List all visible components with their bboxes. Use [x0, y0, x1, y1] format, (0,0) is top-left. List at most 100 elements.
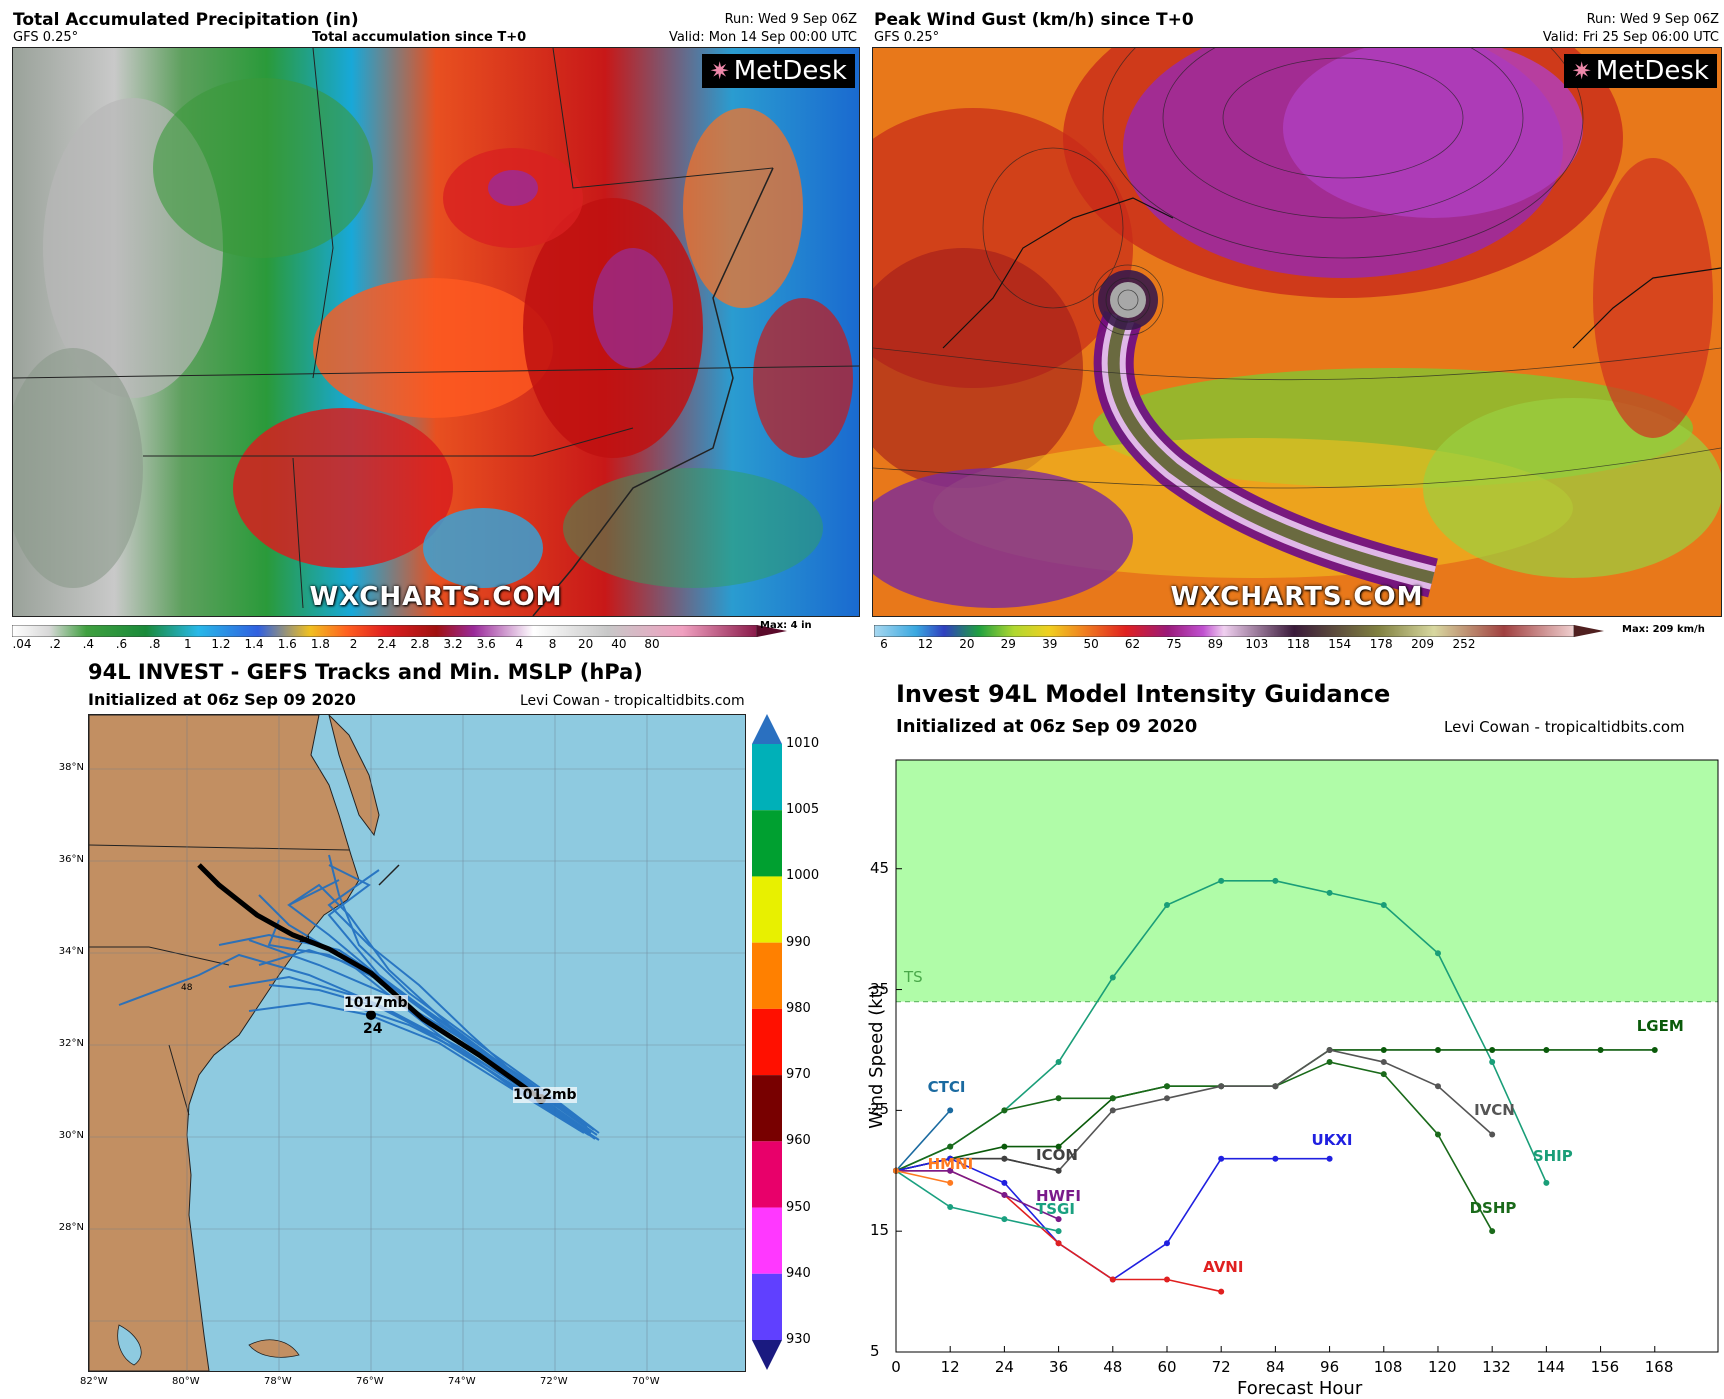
gust-colorbar-label-13: 209 — [1411, 637, 1435, 651]
series-point-ship-4 — [1109, 974, 1116, 981]
precip-subtitle: Total accumulation since T+0 — [312, 30, 527, 45]
precip-colorbar-label-15: 4 — [515, 637, 524, 651]
gust-colorbar-label-9: 103 — [1245, 637, 1269, 651]
series-point-lgem-2 — [1001, 1143, 1008, 1150]
gust-colorbar-label-8: 89 — [1207, 637, 1224, 651]
gust-field — [873, 48, 1721, 616]
precip-colorbar-label-3: .6 — [115, 637, 128, 651]
precip-colorbar-label-8: 1.6 — [277, 637, 297, 651]
gust-colorbar-label-1: 12 — [917, 637, 934, 651]
precip-colorbar-labels: .04 .2 .4 .6 .8 1 1.2 1.4 1.6 1.8 2 2.4 2.8 3.2 3.6 4 8 2… — [12, 637, 772, 653]
intensity-chart — [893, 759, 1719, 1353]
tracks-colorbar-segment-3 — [752, 942, 782, 1009]
x-tick-label-7: 84 — [1265, 1358, 1285, 1376]
series-point-avni-5 — [1163, 1276, 1170, 1283]
y-tick-label-1: 15 — [870, 1221, 890, 1240]
x-tick-label-9: 108 — [1373, 1358, 1403, 1376]
series-point-ctci-1 — [947, 1107, 954, 1114]
intensity-credit: Levi Cowan - tropicaltidbits.com — [1444, 718, 1685, 736]
tracks-colorbar-label-8: 940 — [786, 1265, 811, 1281]
series-point-hmni-1 — [947, 1179, 954, 1186]
series-point-dshp-5 — [1163, 1083, 1170, 1090]
x-tick-label-5: 60 — [1157, 1358, 1177, 1376]
lat-label-3: 32°N — [58, 1038, 84, 1049]
x-tick-label-12: 144 — [1536, 1358, 1565, 1376]
gust-colorbar-label-6: 62 — [1124, 637, 1141, 651]
lat-label-2: 34°N — [58, 946, 84, 957]
series-label-avni: AVNI — [1203, 1257, 1244, 1276]
tracks-colorbar-label-9: 930 — [786, 1332, 811, 1347]
x-tick-label-3: 36 — [1049, 1358, 1069, 1376]
series-point-avni-3 — [1055, 1240, 1062, 1247]
series-point-ship-10 — [1434, 950, 1441, 957]
plot-frame — [895, 759, 1719, 1353]
series-point-ukxi-5 — [1163, 1240, 1170, 1247]
series-point-hwfi-2 — [1001, 1191, 1008, 1198]
series-point-ship-5 — [1163, 901, 1170, 908]
series-label-hwfi: HWFI — [1036, 1186, 1081, 1205]
gust-colorbar — [873, 622, 1634, 638]
lat-label-1: 36°N — [58, 854, 84, 865]
metdesk-logo-text-2: MetDesk — [1595, 56, 1709, 86]
tracks-title: 94L INVEST - GEFS Tracks and Min. MSLP (… — [88, 660, 643, 684]
tracks-svg — [89, 715, 745, 1371]
gust-colorbar-gradient — [873, 624, 1604, 638]
series-label-ukxi: UKXI — [1311, 1131, 1353, 1150]
series-point-dshp-8 — [1326, 1059, 1333, 1066]
gust-map: ✷ MetDesk WXCHARTS.COM — [872, 47, 1722, 617]
precip-map: ✷ MetDesk WXCHARTS.COM — [12, 47, 860, 617]
gust-panel: Peak Wind Gust (km/h) since T+0 GFS 0.25… — [862, 0, 1724, 660]
series-line-tsgi — [895, 1170, 1059, 1232]
gust-colorbar-label-11: 154 — [1328, 637, 1352, 651]
tracks-colorbar-label-7: 950 — [786, 1199, 811, 1215]
series-point-icon-2 — [1001, 1155, 1008, 1162]
lon-label-2: 78°W — [264, 1376, 292, 1387]
series-point-lgem-14 — [1651, 1046, 1658, 1053]
gust-valid: Valid: Fri 25 Sep 06:00 UTC — [1542, 30, 1719, 45]
lon-label-1: 80°W — [172, 1376, 200, 1387]
series-line-hwfi — [896, 1169, 1059, 1220]
tracks-colorbar-label-6: 960 — [786, 1133, 811, 1149]
series-point-lgem-13 — [1597, 1046, 1604, 1053]
tracks-credit: Levi Cowan - tropicaltidbits.com — [520, 693, 745, 709]
track-label-1012: 1012mb — [513, 1087, 577, 1103]
precip-colorbar — [11, 622, 787, 638]
gust-colorbar-label-12: 178 — [1369, 637, 1393, 651]
series-point-lgem-11 — [1489, 1046, 1496, 1053]
x-tick-label-6: 72 — [1211, 1358, 1231, 1376]
tracks-colorbar-segment-4 — [752, 1008, 782, 1076]
series-label-lgem: LGEM — [1636, 1017, 1684, 1036]
x-tick-label-2: 24 — [994, 1358, 1014, 1376]
y-axis-label: Wind Speed (kt) — [865, 984, 887, 1129]
series-line-hmni — [895, 1169, 951, 1184]
series-point-icon-3 — [1055, 1167, 1062, 1174]
lon-label-6: 70°W — [632, 1376, 660, 1387]
series-point-dshp-1 — [947, 1143, 954, 1150]
precip-colorbar-label-11: 2.4 — [377, 637, 397, 651]
series-point-ivcn-11 — [1489, 1131, 1496, 1138]
series-point-dshp-10 — [1434, 1131, 1441, 1138]
series-label-ship: SHIP — [1532, 1146, 1573, 1165]
metdesk-logo-text: MetDesk — [733, 56, 847, 86]
tracks-colorbar-label-2: 1000 — [786, 868, 820, 884]
gust-colorbar-label-4: 39 — [1042, 637, 1058, 651]
series-point-lgem-9 — [1380, 1046, 1387, 1053]
series-point-dshp-9 — [1380, 1071, 1387, 1078]
series-label-hmni: HMNI — [927, 1155, 974, 1174]
x-axis-label: Forecast Hour — [1237, 1378, 1363, 1399]
precip-colorbar-label-2: .4 — [82, 637, 95, 651]
series-point-ship-6 — [1218, 877, 1225, 884]
gust-colorbar-label-2: 20 — [959, 637, 975, 651]
gust-colorbar-label-14: 252 — [1452, 637, 1476, 651]
precip-colorbar-label-7: 1.4 — [244, 637, 264, 651]
track-label-24-small: 24 — [299, 935, 311, 945]
x-tick-label-13: 156 — [1590, 1358, 1620, 1376]
series-point-lgem-12 — [1543, 1046, 1550, 1053]
gust-colorbar-label-0: 6 — [880, 637, 888, 651]
series-point-ivcn-4 — [1109, 1107, 1116, 1114]
intensity-initialized: Initialized at 06z Sep 09 2020 — [896, 716, 1198, 737]
intensity-title: Invest 94L Model Intensity Guidance — [896, 680, 1391, 708]
metdesk-logo: ✷ MetDesk — [701, 54, 855, 88]
x-tick-label-14: 168 — [1644, 1358, 1674, 1376]
gust-max-label: Max: 209 km/h — [1622, 624, 1705, 635]
